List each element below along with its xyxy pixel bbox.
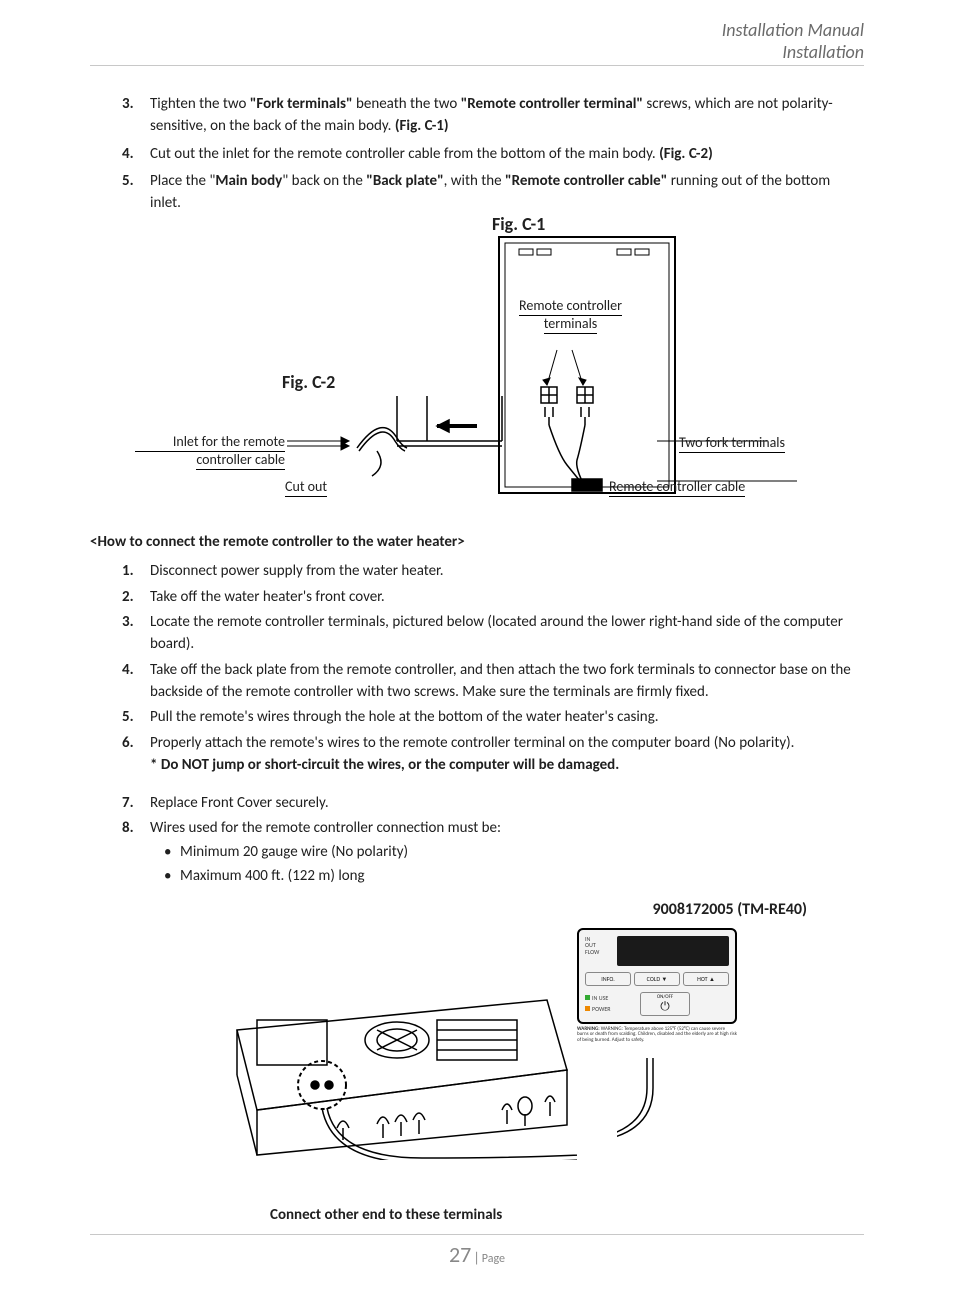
fig-c2-title: Fig. C-2 [282, 371, 335, 393]
fig-c2-inlet-label: Inlet for the remote controller cable [135, 434, 285, 470]
fig-c1-fork-label: Two fork terminals [679, 435, 785, 453]
header-line-1: Installation Manual [90, 20, 864, 42]
step-3: 3.Locate the remote controller terminals… [150, 612, 864, 656]
remote-label-flow: FLOW [585, 949, 617, 956]
top-steps-list: 3.Tighten the two "Fork terminals" benea… [90, 94, 864, 215]
fig-c1-terminals-label: Remote controllerterminals [519, 298, 622, 334]
top-step-5: 5.Place the "Main body" back on the "Bac… [150, 171, 864, 215]
step-6: 6.Properly attach the remote's wires to … [150, 733, 864, 777]
bullet-gauge: Minimum 20 gauge wire (No polarity) [180, 842, 864, 864]
remote-power-button[interactable]: ⏻ [641, 1001, 689, 1013]
page-header: Installation Manual Installation [90, 20, 864, 66]
fig-c1-svg [497, 235, 677, 495]
top-step-4: 4.Cut out the inlet for the remote contr… [150, 144, 864, 166]
remote-cold-button[interactable]: COLD ▼ [634, 972, 680, 987]
top-step-4-text: Cut out the inlet for the remote control… [150, 145, 713, 163]
connection-steps: 1.Disconnect power supply from the water… [90, 561, 864, 777]
fig-c1-cable-label: Remote controller cable [609, 479, 745, 497]
top-step-3-text: Tighten the two "Fork terminals" beneath… [150, 95, 833, 135]
connection-steps-2: 7.Replace Front Cover securely. 8.Wires … [90, 793, 864, 888]
step-8: 8.Wires used for the remote controller c… [150, 818, 864, 887]
bottom-caption: Connect other end to these terminals [270, 1206, 864, 1224]
remote-info-button[interactable]: INFO. [585, 972, 631, 987]
wire-spec-bullets: Minimum 20 gauge wire (No polarity) Maxi… [150, 842, 864, 888]
device-diagrams: 9008172005 (TM-RE40) [97, 900, 857, 1200]
step-2: 2.Take off the water heater's front cove… [150, 587, 864, 609]
remote-hot-button[interactable]: HOT ▲ [683, 972, 729, 987]
section-heading: <How to connect the remote controller to… [90, 533, 864, 551]
top-step-3: 3.Tighten the two "Fork terminals" benea… [150, 94, 864, 138]
figures-area: Fig. C-1 Fig. C-2 [97, 221, 857, 521]
step-6-warning: * Do NOT jump or short-circuit the wires… [150, 755, 864, 777]
fig-c2-cutout-label: Cut out [285, 479, 327, 497]
step-4: 4.Take off the back plate from the remot… [150, 660, 864, 704]
bullet-length: Maximum 400 ft. (122 m) long [180, 866, 864, 888]
footer-page-label: Page [482, 1252, 505, 1266]
top-step-5-text: Place the "Main body" back on the "Back … [150, 172, 830, 212]
footer-page-number: 27 [449, 1241, 471, 1268]
remote-label-inuse: IN USE [592, 994, 608, 1002]
step-5: 5.Pull the remote's wires through the ho… [150, 707, 864, 729]
device-part-number: 9008172005 (TM-RE40) [652, 900, 807, 919]
remote-controller-svg: IN OUT FLOW INFO. COLD ▼ HOT ▲ IN USE PO… [577, 928, 737, 1098]
fig-c1-title: Fig. C-1 [492, 213, 545, 235]
computer-board-svg [227, 940, 577, 1160]
step-7: 7.Replace Front Cover securely. [150, 793, 864, 815]
step-1: 1.Disconnect power supply from the water… [150, 561, 864, 583]
remote-wire-svg [617, 1058, 697, 1148]
remote-warning-text: WARNING: WARNING: Temperature above 125°… [577, 1027, 737, 1044]
header-line-2: Installation [90, 42, 864, 64]
remote-label-power: POWER [592, 1005, 611, 1013]
page-footer: 27|Page [90, 1234, 864, 1268]
